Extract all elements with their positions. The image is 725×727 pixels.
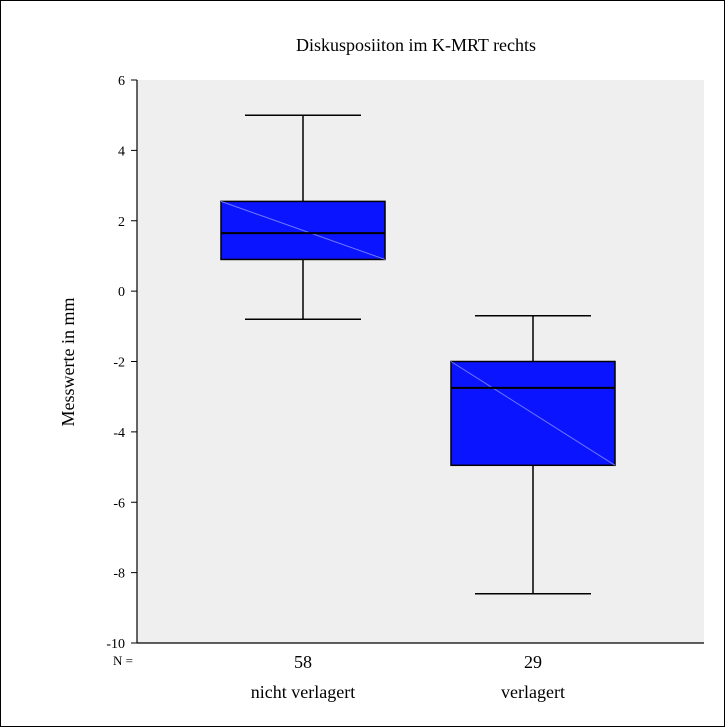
- y-tick-label: -8: [113, 567, 125, 582]
- y-axis: 6 4 2 0 -2 -4 -6 -8 -10: [106, 74, 704, 652]
- plot-area: [137, 80, 704, 643]
- y-tick-label: -2: [113, 356, 125, 371]
- y-axis-label: Messwerte in mm: [58, 298, 78, 427]
- y-tick-label: 4: [118, 144, 125, 159]
- y-tick-label: 0: [118, 285, 125, 300]
- y-tick-label: -6: [113, 496, 125, 511]
- y-tick-label: -10: [106, 637, 125, 652]
- n-count-label: 58: [294, 652, 312, 672]
- y-tick-label: 2: [118, 215, 125, 230]
- category-label: verlagert: [501, 682, 565, 702]
- box-1: [220, 114, 386, 321]
- x-axis-labels: 58 nicht verlagert 29 verlagert: [251, 652, 565, 702]
- y-tick-label: 6: [118, 74, 125, 89]
- y-tick-label: -4: [113, 426, 125, 441]
- n-count-label: 29: [524, 652, 542, 672]
- boxes-group: [220, 114, 616, 595]
- box-2: [450, 315, 616, 595]
- chart-title: Diskusposiiton im K-MRT rechts: [296, 35, 536, 55]
- box-diagonal: [220, 200, 386, 260]
- n-prefix-label: N =: [113, 653, 133, 668]
- category-label: nicht verlagert: [251, 682, 355, 702]
- box-diagonal: [450, 361, 616, 466]
